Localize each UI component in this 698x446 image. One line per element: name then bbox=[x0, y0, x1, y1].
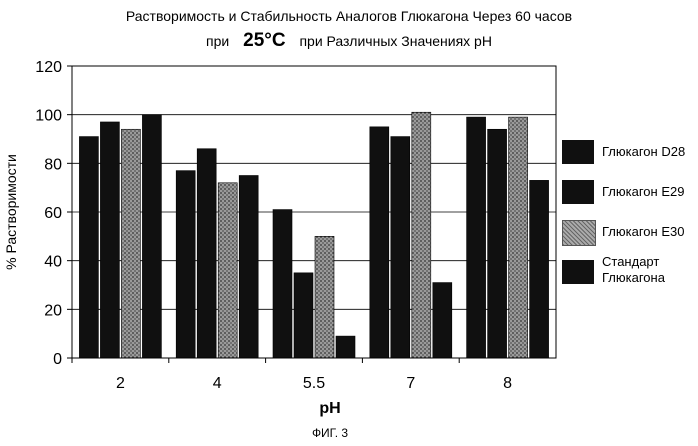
x-tick-label: 4 bbox=[213, 375, 222, 392]
bar bbox=[239, 176, 258, 359]
bar bbox=[530, 180, 549, 358]
bar bbox=[121, 129, 140, 358]
bar bbox=[79, 137, 98, 358]
x-tick-label: 5.5 bbox=[303, 375, 325, 392]
bar bbox=[218, 183, 237, 358]
x-tick-label: 7 bbox=[406, 375, 415, 392]
legend-swatch bbox=[562, 140, 594, 164]
bar bbox=[433, 283, 452, 358]
legend-label: Глюкагон D28 bbox=[602, 144, 685, 160]
bar bbox=[142, 115, 161, 358]
bar bbox=[176, 171, 195, 358]
bar bbox=[370, 127, 389, 358]
y-tick-label: 80 bbox=[44, 156, 62, 173]
bar bbox=[412, 112, 431, 358]
legend-swatch bbox=[562, 260, 594, 284]
bar bbox=[294, 273, 313, 358]
legend-label: Глюкагон E30 bbox=[602, 224, 684, 240]
legend-label: СтандартГлюкагона bbox=[602, 254, 665, 286]
x-tick-label: 8 bbox=[503, 375, 512, 392]
x-axis-title: pH bbox=[300, 400, 360, 418]
y-tick-label: 60 bbox=[44, 205, 62, 222]
legend-swatch bbox=[562, 180, 594, 204]
bar bbox=[315, 236, 334, 358]
y-tick-label: 40 bbox=[44, 254, 62, 271]
bar bbox=[467, 117, 486, 358]
figure-caption: ФИГ. 3 bbox=[260, 426, 400, 440]
legend-swatch bbox=[562, 220, 596, 246]
bar bbox=[391, 137, 410, 358]
bar bbox=[100, 122, 119, 358]
x-tick-label: 2 bbox=[116, 375, 125, 392]
y-tick-label: 120 bbox=[35, 59, 62, 76]
y-tick-label: 0 bbox=[53, 351, 62, 368]
bar bbox=[488, 129, 507, 358]
y-tick-label: 100 bbox=[35, 108, 62, 125]
legend-label: Глюкагон E29 bbox=[602, 184, 684, 200]
bar bbox=[273, 210, 292, 358]
y-tick-label: 20 bbox=[44, 302, 62, 319]
bar bbox=[509, 117, 528, 358]
bar bbox=[197, 149, 216, 358]
y-axis-title: % Растворимости bbox=[3, 154, 19, 270]
bar bbox=[336, 336, 355, 358]
